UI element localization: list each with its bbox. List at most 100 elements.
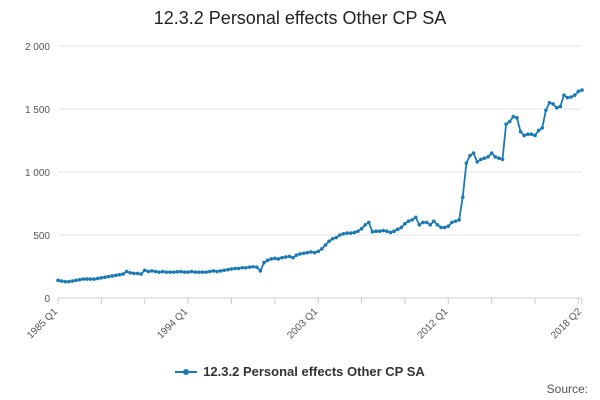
source-label: Source:: [546, 382, 588, 396]
data-point: [507, 119, 512, 124]
data-point: [121, 272, 125, 276]
data-point: [182, 270, 187, 274]
data-point: [226, 267, 230, 272]
data-point: [164, 270, 169, 274]
axes: [57, 297, 583, 304]
y-tick-label: 1 500: [25, 105, 50, 116]
data-point: [124, 269, 129, 274]
data-point: [457, 218, 461, 222]
data-point: [363, 223, 367, 227]
data-point: [352, 230, 357, 235]
data-point: [189, 269, 194, 274]
data-point: [323, 243, 328, 247]
data-point: [359, 226, 364, 231]
data-point: [551, 102, 555, 106]
data-point: [114, 273, 118, 278]
data-point: [374, 229, 378, 234]
y-tick-labels: 0 500 1 000 1 500 2 000: [25, 42, 50, 305]
data-point: [327, 239, 331, 244]
data-point: [428, 223, 433, 227]
data-point: [204, 270, 208, 274]
data-point: [197, 270, 201, 274]
data-point: [464, 161, 469, 165]
data-point: [392, 229, 396, 234]
x-tick-label: 2003 Q1: [285, 306, 320, 341]
data-point: [341, 231, 346, 236]
data-point: [565, 95, 570, 100]
series-line-layer: [57, 89, 583, 283]
chart-title: 12.3.2 Personal effects Other CP SA: [153, 8, 447, 28]
x-tick-label: 2012 Q1: [415, 306, 450, 341]
data-point: [200, 270, 205, 274]
data-point: [103, 275, 107, 280]
data-point: [544, 108, 548, 113]
data-point: [536, 128, 541, 133]
data-point: [330, 236, 335, 241]
data-point: [168, 270, 172, 274]
data-point: [500, 157, 505, 162]
data-point: [395, 227, 400, 232]
data-point: [471, 151, 476, 155]
data-point: [424, 220, 429, 225]
data-point: [497, 156, 501, 160]
data-point: [186, 270, 190, 274]
data-point: [211, 269, 216, 273]
data-point: [533, 133, 537, 138]
data-point: [309, 250, 313, 254]
data-point: [262, 260, 266, 265]
y-tick-label: 2 000: [25, 42, 50, 53]
data-point: [153, 269, 158, 274]
data-point: [554, 105, 559, 110]
data-point: [388, 230, 393, 235]
data-point: [291, 255, 295, 260]
data-point: [193, 270, 198, 274]
legend-line-marker-icon: [175, 368, 198, 375]
data-point: [547, 100, 552, 105]
data-point: [233, 266, 237, 271]
data-point: [385, 229, 389, 234]
data-point: [175, 269, 180, 274]
data-point: [273, 256, 277, 261]
data-point: [446, 224, 451, 228]
y-tick-label: 500: [33, 231, 50, 242]
data-point: [576, 89, 581, 94]
data-point: [161, 269, 165, 274]
data-point: [460, 195, 465, 199]
data-point: [59, 279, 64, 283]
data-point: [128, 271, 133, 275]
data-point: [150, 269, 154, 273]
data-point: [558, 104, 563, 109]
x-tick-label: 1994 Q1: [155, 306, 190, 341]
data-point: [92, 277, 96, 281]
data-point: [413, 215, 418, 220]
data-point: [280, 255, 284, 260]
data-point: [179, 269, 183, 274]
data-point: [74, 278, 78, 283]
data-point: [338, 233, 342, 237]
data-point: [348, 231, 353, 235]
data-point: [142, 268, 147, 273]
data-point: [417, 223, 422, 227]
data-point: [529, 132, 534, 136]
data-point: [479, 157, 483, 162]
data-point: [312, 250, 317, 255]
data-point: [301, 251, 306, 256]
data-point: [77, 277, 82, 282]
data-point: [247, 265, 252, 269]
data-point: [345, 231, 349, 235]
legend[interactable]: 12.3.2 Personal effects Other CP SA: [0, 364, 600, 379]
data-point: [240, 265, 245, 270]
data-point: [370, 230, 375, 234]
x-tick-label: 2018 Q2: [549, 306, 584, 341]
data-point: [305, 250, 310, 255]
data-point: [88, 277, 93, 281]
data-point: [265, 258, 270, 263]
data-point: [269, 257, 274, 261]
data-point: [67, 279, 71, 284]
data-point: [518, 129, 523, 134]
data-point: [294, 253, 299, 257]
data-point: [399, 225, 404, 230]
data-point: [403, 221, 407, 226]
data-point: [171, 270, 176, 274]
